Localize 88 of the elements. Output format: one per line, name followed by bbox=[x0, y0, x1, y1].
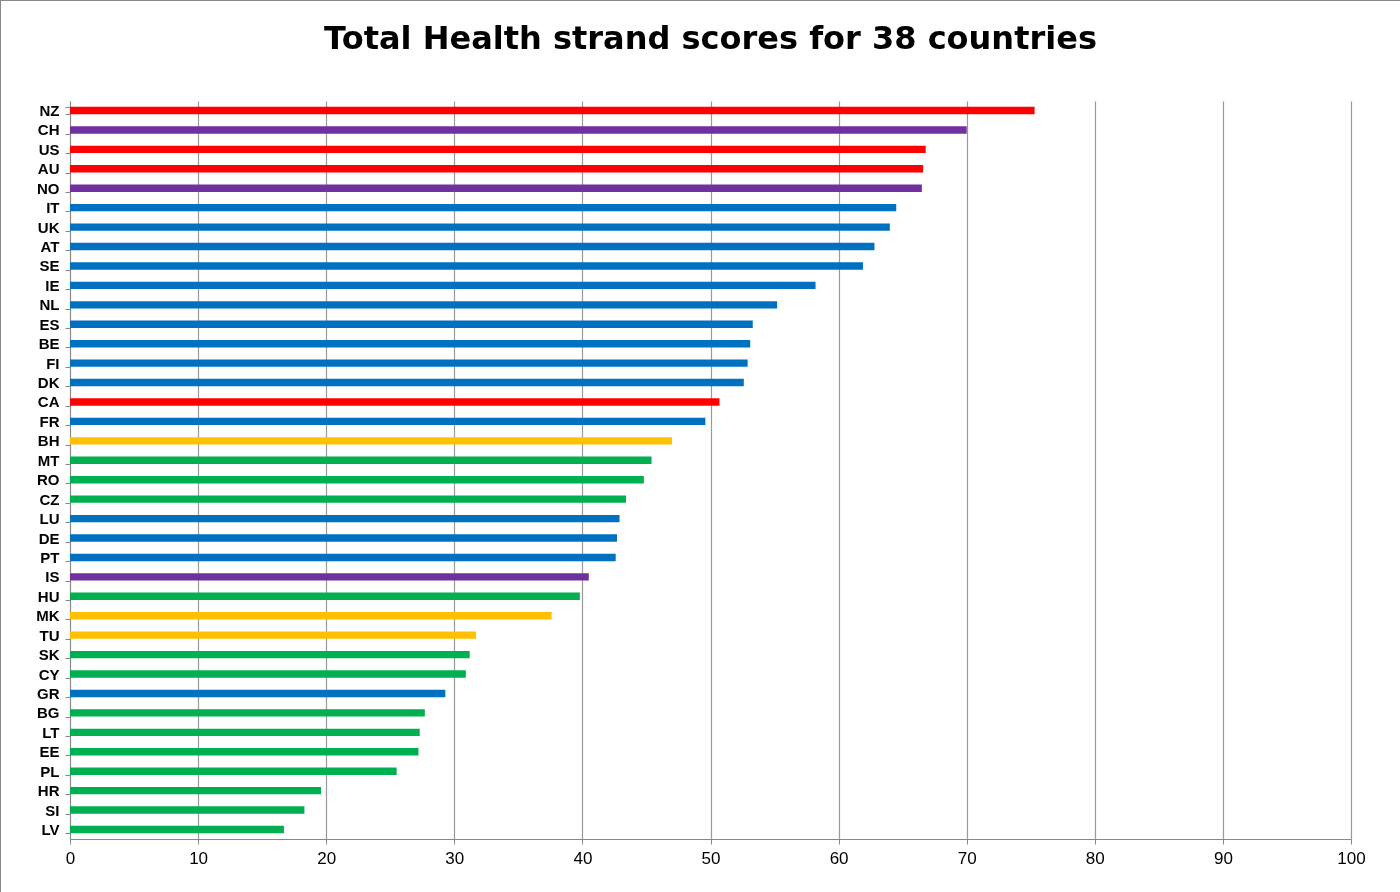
y-tick-label: NZ bbox=[39, 102, 60, 120]
x-tick-label: 90 bbox=[1213, 848, 1233, 868]
y-tick-label: CY bbox=[38, 665, 60, 683]
bar bbox=[70, 592, 580, 600]
bar bbox=[70, 320, 753, 328]
y-tick-label: SE bbox=[39, 257, 60, 275]
y-tick-label: IE bbox=[45, 276, 60, 294]
x-tick-label: 20 bbox=[317, 848, 337, 868]
x-tick-label: 30 bbox=[445, 848, 465, 868]
y-tick-label: IT bbox=[46, 199, 60, 217]
bar bbox=[70, 767, 397, 775]
y-tick-label: HR bbox=[37, 782, 60, 800]
bar bbox=[70, 301, 778, 309]
y-tick-label: AT bbox=[40, 238, 60, 256]
y-tick-label: AU bbox=[37, 160, 60, 178]
y-tick-label: SK bbox=[38, 646, 60, 664]
bar bbox=[70, 223, 890, 231]
bar bbox=[70, 165, 924, 173]
y-tick-label: GR bbox=[37, 684, 60, 702]
y-tick-label: BH bbox=[37, 432, 60, 450]
x-tick-label: 60 bbox=[829, 848, 849, 868]
y-tick-label: BE bbox=[38, 335, 60, 353]
y-tick-label: UK bbox=[37, 218, 60, 236]
bar bbox=[70, 495, 626, 503]
bar bbox=[70, 650, 470, 659]
chart-title: Total Health strand scores for 38 countries bbox=[324, 19, 1097, 57]
bar bbox=[70, 203, 897, 212]
y-tick-label: BG bbox=[37, 704, 60, 722]
y-tick-label: LT bbox=[42, 723, 60, 741]
bar bbox=[70, 281, 816, 290]
bar bbox=[70, 709, 425, 717]
x-tick-label: 80 bbox=[1085, 848, 1105, 868]
y-tick-label: MT bbox=[37, 451, 60, 469]
bar bbox=[70, 456, 652, 464]
y-tick-label: DE bbox=[38, 529, 60, 547]
y-tick-label: CH bbox=[37, 121, 60, 139]
bar bbox=[70, 573, 589, 581]
bar bbox=[70, 553, 616, 562]
y-tick-label: RO bbox=[37, 471, 60, 489]
y-tick-label: TU bbox=[39, 626, 60, 644]
bar bbox=[70, 126, 967, 134]
bar bbox=[70, 398, 720, 406]
y-tick-label: IS bbox=[45, 568, 60, 586]
bar bbox=[70, 437, 673, 445]
y-tick-label: ES bbox=[39, 315, 60, 333]
y-tick-label: US bbox=[38, 140, 60, 158]
y-tick-label: MK bbox=[36, 607, 60, 625]
bar bbox=[70, 242, 875, 251]
y-tick-label: CA bbox=[37, 393, 60, 411]
y-tick-label: DK bbox=[37, 374, 60, 392]
bar bbox=[70, 359, 748, 367]
bar bbox=[70, 786, 322, 795]
bar bbox=[70, 514, 620, 523]
bar bbox=[70, 631, 477, 639]
x-tick-label: 70 bbox=[957, 848, 977, 868]
bar bbox=[70, 262, 863, 270]
bar bbox=[70, 670, 466, 678]
y-tick-label: NL bbox=[39, 296, 60, 314]
y-tick-label: HU bbox=[37, 587, 60, 605]
bar bbox=[70, 184, 922, 192]
bar bbox=[70, 825, 284, 834]
x-tick-label: 40 bbox=[573, 848, 593, 868]
y-tick-label: PT bbox=[40, 548, 60, 566]
bar bbox=[70, 340, 751, 348]
y-tick-label: LV bbox=[41, 820, 60, 838]
y-tick-label: PL bbox=[40, 762, 60, 780]
x-tick-label: 0 bbox=[65, 848, 76, 868]
bar bbox=[70, 612, 552, 620]
x-tick-label: 100 bbox=[1337, 848, 1366, 868]
y-tick-label: NO bbox=[37, 179, 60, 197]
y-tick-label: CZ bbox=[39, 490, 60, 508]
bar bbox=[70, 806, 305, 814]
bar bbox=[70, 378, 744, 387]
x-tick-label: 10 bbox=[189, 848, 209, 868]
bar bbox=[70, 728, 420, 737]
y-tick-label: EE bbox=[39, 743, 60, 761]
y-tick-label: FR bbox=[39, 412, 60, 430]
y-tick-label: LU bbox=[39, 510, 60, 528]
y-tick-label: FI bbox=[46, 354, 60, 372]
x-tick-label: 50 bbox=[701, 848, 721, 868]
bar bbox=[70, 417, 706, 426]
bar bbox=[70, 106, 1035, 115]
bar bbox=[70, 689, 446, 698]
bar bbox=[70, 534, 617, 542]
bar bbox=[70, 748, 419, 756]
bar bbox=[70, 145, 926, 154]
y-tick-label: SI bbox=[45, 801, 60, 819]
bar bbox=[70, 476, 644, 484]
